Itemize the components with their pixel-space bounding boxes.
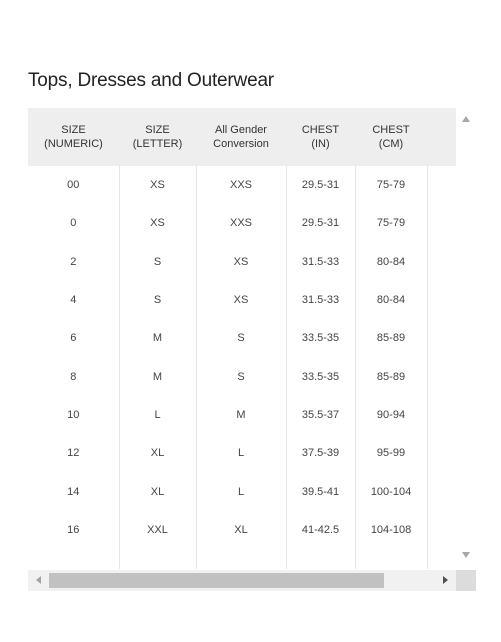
- scroll-right-arrow-icon[interactable]: [443, 576, 448, 584]
- table-cell: 80-84: [355, 242, 428, 281]
- table-cell: 8: [28, 357, 120, 396]
- table-cell: XS: [196, 280, 287, 320]
- table-row: 6 M S 33.5-35 85-89: [28, 319, 456, 358]
- table-cell: S: [196, 319, 287, 358]
- table-cell: 95-99: [355, 434, 428, 473]
- table-cell: 80-84: [355, 280, 428, 320]
- table-cell: [427, 280, 456, 320]
- table-cell: M: [119, 319, 197, 358]
- table-cell: XL: [196, 510, 287, 549]
- table-cell: XXS: [196, 166, 287, 205]
- scroll-up-arrow-icon[interactable]: [462, 116, 470, 122]
- table-cell-filler: [286, 548, 356, 569]
- table-cell-filler: [119, 548, 197, 569]
- table-cell: L: [119, 395, 197, 435]
- table-cell: [427, 166, 456, 205]
- table-body: 00 XS XXS 29.5-31 75-79 0 XS XXS 29.5-31 75-79 2 S X…: [28, 166, 456, 569]
- table-cell: XL: [119, 434, 197, 473]
- table-cell: M: [196, 395, 287, 435]
- table-cell: XXS: [196, 204, 287, 243]
- table-cell: 12: [28, 434, 120, 473]
- table-cell: S: [119, 242, 197, 281]
- table-cell: [427, 319, 456, 358]
- table-cell: XS: [119, 166, 197, 205]
- column-header: CHEST (IN): [286, 108, 355, 166]
- table-cell-filler: [427, 548, 456, 569]
- table-cell: [427, 472, 456, 511]
- table-cell: 0: [28, 204, 120, 243]
- column-header: SIZE (LETTER): [119, 108, 196, 166]
- table-row: 12 XL L 37.5-39 95-99: [28, 434, 456, 473]
- table-cell: 37.5-39: [286, 434, 356, 473]
- table-cell: [427, 434, 456, 473]
- column-header: All Gender Conversion: [196, 108, 286, 166]
- table-cell: 14: [28, 472, 120, 511]
- scroll-left-arrow-icon[interactable]: [36, 576, 41, 584]
- table-cell: 10: [28, 395, 120, 435]
- table-cell: 31.5-33: [286, 242, 356, 281]
- table-cell-filler: [196, 548, 287, 569]
- table-row: 8 M S 33.5-35 85-89: [28, 357, 456, 396]
- table-cell: 4: [28, 280, 120, 320]
- table-row-filler: [28, 548, 456, 569]
- table-cell: 29.5-31: [286, 204, 356, 243]
- table-row: 10 L M 35.5-37 90-94: [28, 395, 456, 435]
- table-cell: XS: [119, 204, 197, 243]
- table-cell: 85-89: [355, 357, 428, 396]
- table-cell: XL: [119, 472, 197, 511]
- table-cell: [427, 395, 456, 435]
- table-cell: 00: [28, 166, 120, 205]
- table-cell: 100-104: [355, 472, 428, 511]
- table-cell-filler: [28, 548, 120, 569]
- table-row: 00 XS XXS 29.5-31 75-79: [28, 166, 456, 205]
- table-cell-filler: [355, 548, 428, 569]
- scrollbar-corner: [456, 570, 476, 591]
- table-cell: 33.5-35: [286, 357, 356, 396]
- table-row: 2 S XS 31.5-33 80-84: [28, 242, 456, 281]
- table-cell: [427, 242, 456, 281]
- column-header: SIZE (NUMERIC): [28, 108, 119, 166]
- section-title: Tops, Dresses and Outerwear: [28, 70, 274, 91]
- table-cell: [427, 357, 456, 396]
- table-cell: S: [119, 280, 197, 320]
- table-cell: 31.5-33: [286, 280, 356, 320]
- table-cell: 39.5-41: [286, 472, 356, 511]
- table-cell: L: [196, 434, 287, 473]
- table-row: 16 XXL XL 41-42.5 104-108: [28, 510, 456, 549]
- table-cell: 75-79: [355, 166, 428, 205]
- table-cell: [427, 204, 456, 243]
- table-cell: 90-94: [355, 395, 428, 435]
- table-cell: 85-89: [355, 319, 428, 358]
- table-cell: M: [119, 357, 197, 396]
- column-header: CHEST (CM): [355, 108, 427, 166]
- size-table-container[interactable]: SIZE (NUMERIC) SIZE (LETTER) All Gender Co…: [28, 108, 476, 591]
- size-table-viewport[interactable]: SIZE (NUMERIC) SIZE (LETTER) All Gender Co…: [28, 108, 456, 570]
- vertical-scrollbar[interactable]: [456, 108, 476, 570]
- table-row: 14 XL L 39.5-41 100-104: [28, 472, 456, 511]
- table-cell: 33.5-35: [286, 319, 356, 358]
- table-cell: L: [196, 472, 287, 511]
- table-cell: [427, 510, 456, 549]
- table-cell: 29.5-31: [286, 166, 356, 205]
- scroll-down-arrow-icon[interactable]: [462, 552, 470, 558]
- table-cell: 41-42.5: [286, 510, 356, 549]
- horizontal-scrollbar-thumb[interactable]: [49, 573, 384, 588]
- table-cell: S: [196, 357, 287, 396]
- size-table: SIZE (NUMERIC) SIZE (LETTER) All Gender Co…: [28, 108, 456, 569]
- table-cell: 35.5-37: [286, 395, 356, 435]
- table-cell: 6: [28, 319, 120, 358]
- table-row: 4 S XS 31.5-33 80-84: [28, 280, 456, 320]
- table-cell: 2: [28, 242, 120, 281]
- column-header: US: [427, 108, 456, 166]
- table-cell: XXL: [119, 510, 197, 549]
- table-header-row: SIZE (NUMERIC) SIZE (LETTER) All Gender Co…: [28, 108, 456, 166]
- table-cell: 16: [28, 510, 120, 549]
- table-cell: XS: [196, 242, 287, 281]
- horizontal-scrollbar[interactable]: [28, 570, 456, 591]
- table-cell: 104-108: [355, 510, 428, 549]
- table-cell: 75-79: [355, 204, 428, 243]
- table-row: 0 XS XXS 29.5-31 75-79: [28, 204, 456, 243]
